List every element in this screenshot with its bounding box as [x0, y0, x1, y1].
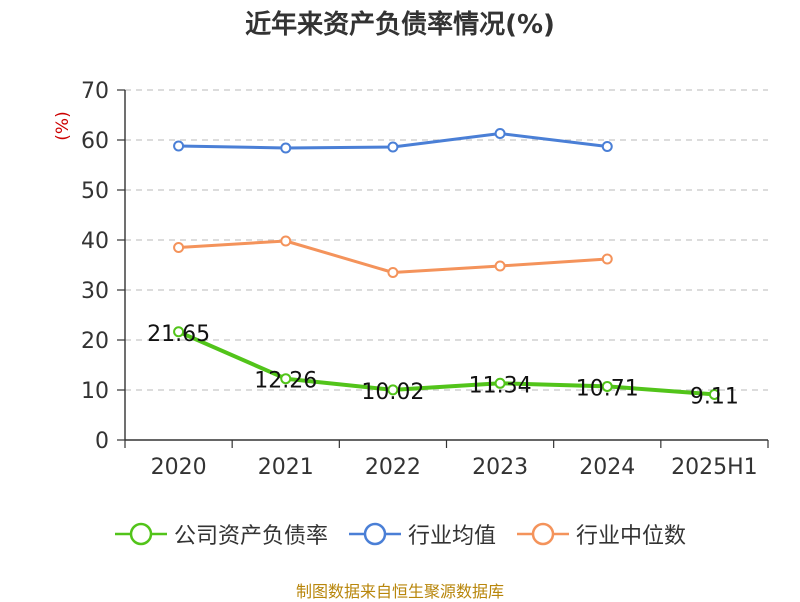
- data-point: [494, 260, 506, 272]
- y-tick-label: 30: [81, 279, 109, 304]
- y-axis-label: (%): [53, 111, 73, 140]
- x-tick-label: 2021: [258, 455, 314, 480]
- data-point: [494, 377, 506, 389]
- legend-item[interactable]: 行业均值: [348, 518, 496, 550]
- data-point: [173, 242, 185, 253]
- chart-title: 近年来资产负债率情况(%): [245, 10, 555, 40]
- x-tick-label: 2022: [365, 455, 421, 480]
- legend-marker: [348, 522, 401, 546]
- data-point: [601, 380, 613, 392]
- data-label: 10.02: [361, 380, 424, 405]
- series: [173, 128, 720, 400]
- y-tick-label: 10: [81, 379, 109, 404]
- data-point: [601, 253, 613, 265]
- data-label: 12.26: [254, 369, 317, 394]
- source-note: 制图数据来自恒生聚源数据库: [295, 582, 504, 601]
- legend-marker: [114, 522, 167, 546]
- legend-label: 行业中位数: [576, 524, 687, 549]
- data-point: [280, 142, 292, 154]
- x-tick-label: 2025H1: [671, 455, 758, 480]
- legend: 公司资产负债率 行业均值 行业中位数: [0, 518, 800, 550]
- legend-circle: [531, 522, 555, 546]
- data-label: 9.11: [690, 384, 739, 409]
- series-line: [177, 329, 715, 397]
- legend-item[interactable]: 公司资产负债率: [114, 518, 328, 550]
- data-point: [708, 388, 720, 400]
- y-tick-label: 70: [81, 79, 109, 104]
- legend-marker: [517, 522, 569, 546]
- y-tick-label: 20: [81, 329, 109, 354]
- data-point: [387, 141, 399, 153]
- y-tick-label: 50: [81, 179, 109, 204]
- data-point: [387, 384, 399, 396]
- data-point: [494, 128, 506, 139]
- axes: 0 10 20 30 40 50 60 70 (%) 2020 2021 2022 2023 2024 20…: [53, 79, 769, 480]
- data-point: [280, 235, 292, 247]
- x-tick-label: 2023: [472, 455, 528, 480]
- y-tick-label: 0: [95, 429, 109, 454]
- data-label: 10.71: [576, 376, 639, 401]
- data-point: [173, 326, 185, 338]
- x-tick-label: 2024: [579, 455, 635, 480]
- data-point: [601, 141, 613, 152]
- data-point: [173, 140, 185, 152]
- legend-item[interactable]: 行业中位数: [516, 518, 686, 550]
- legend-circle: [129, 522, 153, 546]
- data-label: 21.65: [147, 322, 210, 347]
- data-point: [280, 373, 292, 385]
- grid-lines: [125, 89, 768, 391]
- x-tick-label: 2020: [151, 455, 207, 480]
- y-tick-label: 40: [81, 229, 109, 254]
- data-labels: 21.65 12.26 10.02 11.34 10.71 9.11: [147, 322, 739, 410]
- legend-circle: [363, 522, 387, 546]
- y-tick-label: 60: [81, 129, 109, 154]
- legend-label: 行业均值: [407, 524, 496, 549]
- legend-label: 公司资产负债率: [173, 524, 328, 549]
- data-point: [387, 267, 399, 278]
- data-label: 11.34: [469, 373, 532, 398]
